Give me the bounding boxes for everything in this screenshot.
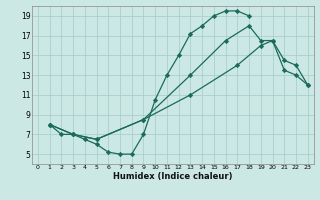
X-axis label: Humidex (Indice chaleur): Humidex (Indice chaleur) [113,172,233,181]
